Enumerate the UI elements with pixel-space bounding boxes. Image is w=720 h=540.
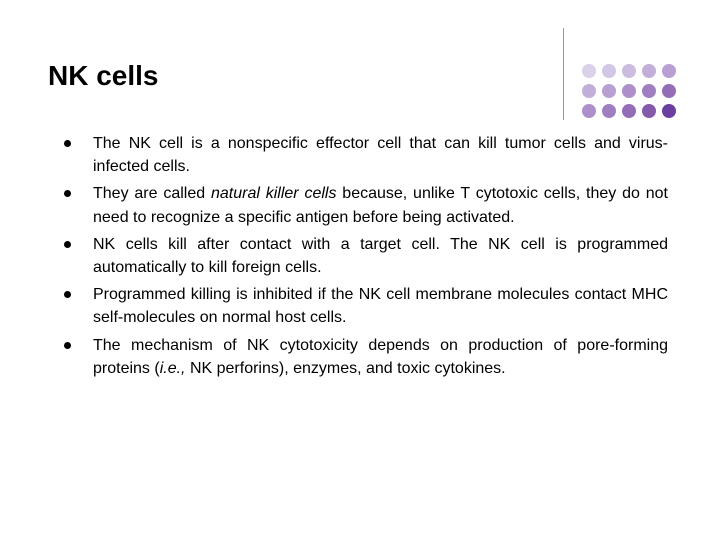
bullet-item: The mechanism of NK cytotoxicity depends…	[64, 334, 668, 380]
bullet-marker-icon	[64, 342, 71, 349]
divider-line	[563, 28, 564, 120]
slide-content: The NK cell is a nonspecific effector ce…	[48, 132, 672, 380]
decoration-dot-icon	[602, 64, 616, 78]
slide-title: NK cells	[48, 60, 672, 92]
bullet-list: The NK cell is a nonspecific effector ce…	[64, 132, 668, 380]
decoration-dot-icon	[582, 64, 596, 78]
decoration-dot-icon	[622, 84, 636, 98]
bullet-item: NK cells kill after contact with a targe…	[64, 233, 668, 279]
bullet-text: The mechanism of NK cytotoxicity depends…	[93, 334, 668, 380]
decoration-dot-icon	[602, 104, 616, 118]
bullet-marker-icon	[64, 190, 71, 197]
bullet-text: NK cells kill after contact with a targe…	[93, 233, 668, 279]
bullet-item: They are called natural killer cells bec…	[64, 182, 668, 228]
decoration-dot-icon	[642, 64, 656, 78]
decoration-dot-icon	[602, 84, 616, 98]
bullet-item: The NK cell is a nonspecific effector ce…	[64, 132, 668, 178]
bullet-marker-icon	[64, 140, 71, 147]
decoration-dot-icon	[642, 104, 656, 118]
decoration-dot-icon	[642, 84, 656, 98]
bullet-text: The NK cell is a nonspecific effector ce…	[93, 132, 668, 178]
decoration-dot-icon	[662, 104, 676, 118]
decoration-dot-icon	[662, 84, 676, 98]
bullet-text: Programmed killing is inhibited if the N…	[93, 283, 668, 329]
decoration-dot-icon	[622, 104, 636, 118]
decoration-dot-icon	[662, 64, 676, 78]
dot-grid	[582, 64, 676, 118]
bullet-marker-icon	[64, 291, 71, 298]
bullet-marker-icon	[64, 241, 71, 248]
decoration-dot-icon	[582, 104, 596, 118]
slide: NK cells The NK cell is a nonspecific ef…	[0, 0, 720, 540]
bullet-text: They are called natural killer cells bec…	[93, 182, 668, 228]
decoration-dot-icon	[622, 64, 636, 78]
decoration-dot-icon	[582, 84, 596, 98]
bullet-item: Programmed killing is inhibited if the N…	[64, 283, 668, 329]
